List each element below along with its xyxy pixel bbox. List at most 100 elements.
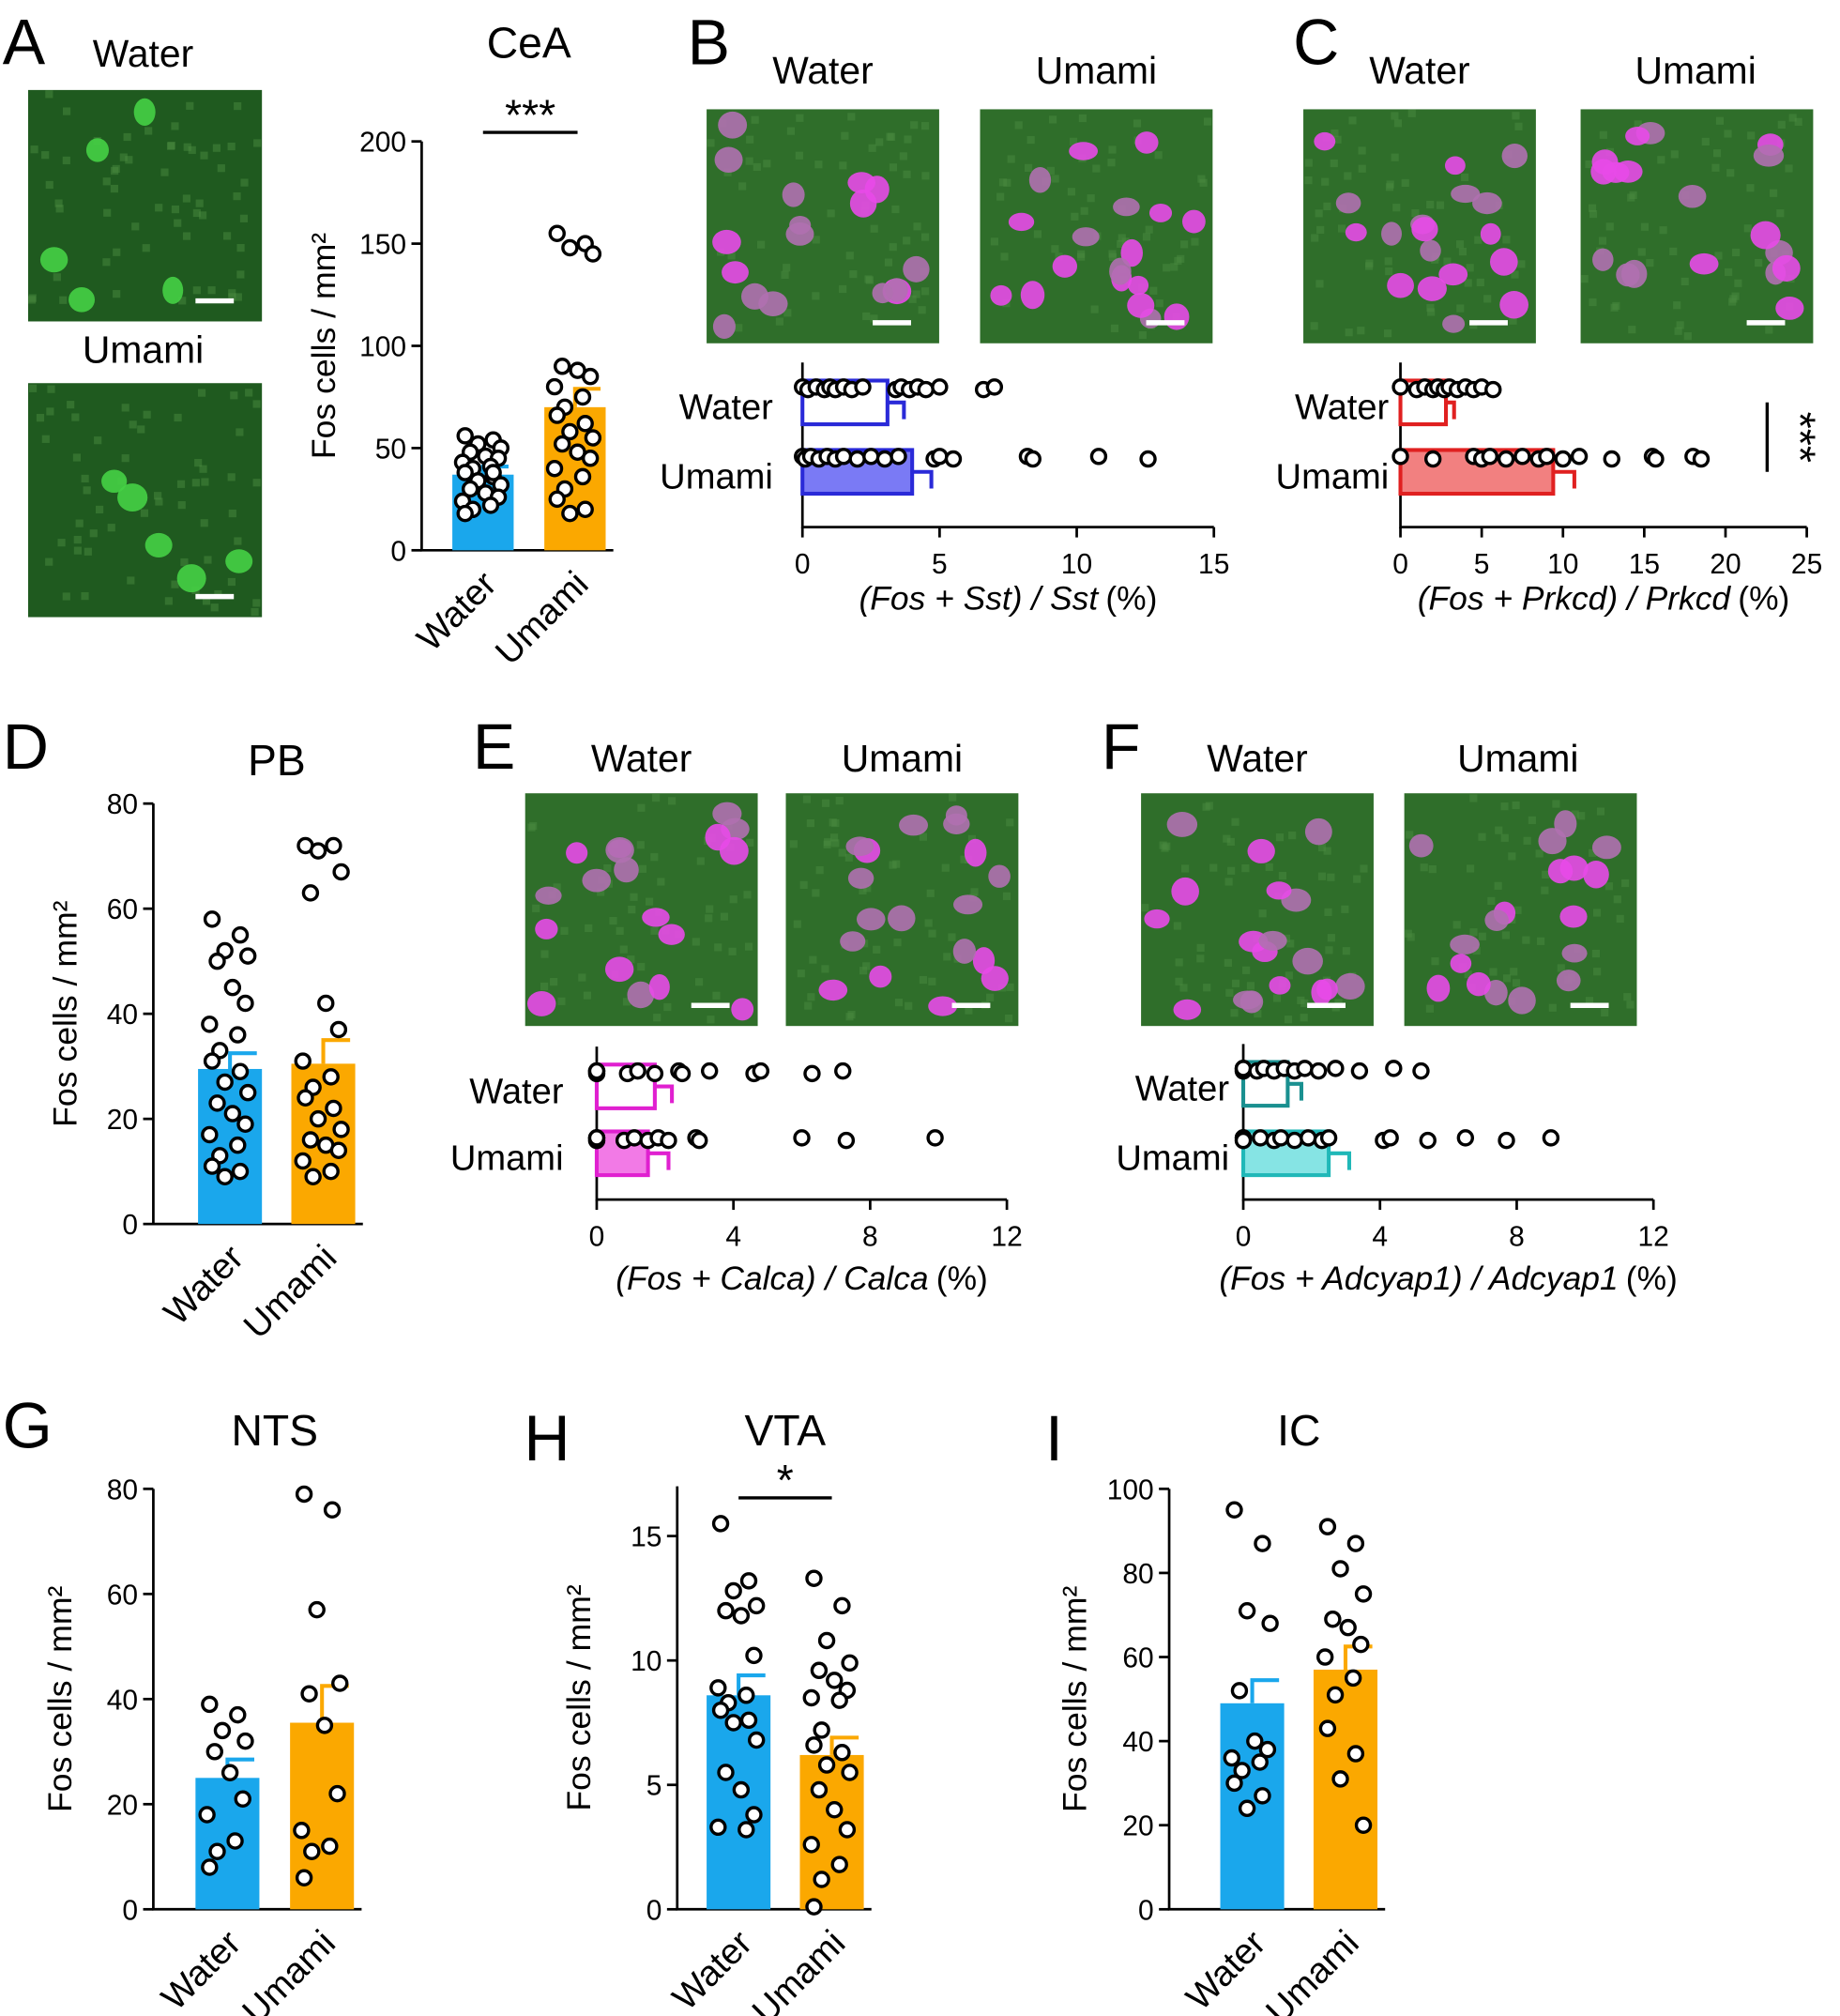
noise [81, 592, 89, 601]
data-point [309, 842, 327, 860]
cell [144, 532, 173, 557]
noise [1502, 974, 1512, 983]
noise [1743, 224, 1752, 233]
cell [1266, 881, 1292, 900]
data-point [1481, 448, 1499, 466]
noise [1090, 305, 1099, 313]
data-point [1309, 1061, 1328, 1080]
cell [1499, 290, 1528, 319]
noise [806, 818, 814, 828]
data-point [587, 1129, 606, 1147]
noise [918, 306, 926, 314]
cell [1069, 142, 1099, 160]
noise [1392, 204, 1401, 212]
data-point [1554, 450, 1572, 468]
data-point [732, 1780, 751, 1799]
data-point [1225, 1774, 1243, 1793]
data-point [926, 1129, 944, 1147]
noise [924, 919, 933, 927]
noise [844, 853, 853, 862]
noise [89, 529, 98, 538]
data-point [1251, 1753, 1269, 1771]
noise [1552, 800, 1560, 808]
data-point [709, 1818, 727, 1837]
cell [1028, 167, 1052, 193]
noise [1330, 159, 1338, 168]
image-label: Water [591, 737, 692, 780]
data-point [203, 1157, 221, 1175]
noise [252, 400, 261, 408]
noise [1360, 864, 1368, 873]
noise [252, 599, 261, 607]
noise [910, 121, 919, 130]
noise [919, 975, 928, 985]
x-tick-label: 15 [1198, 549, 1229, 580]
panel-letter: F [1102, 711, 1141, 783]
data-point [581, 450, 600, 467]
data-point [456, 464, 474, 481]
cell [1233, 990, 1262, 1010]
data-point [875, 450, 894, 468]
noise [1512, 979, 1521, 987]
data-point [1230, 1682, 1249, 1700]
noise [30, 145, 38, 154]
noise [903, 237, 911, 245]
noise [1436, 201, 1445, 209]
data-point [238, 947, 257, 965]
cell [785, 221, 814, 246]
noise [110, 184, 118, 193]
noise [775, 317, 783, 326]
noise [1577, 812, 1586, 820]
noise [1205, 802, 1213, 810]
cell [1484, 909, 1509, 931]
noise [1411, 208, 1420, 218]
noise [1596, 807, 1605, 816]
noise [1138, 330, 1147, 340]
data-point [1331, 1560, 1349, 1578]
cell [1052, 254, 1078, 278]
data-point [717, 1764, 735, 1781]
data-point [1498, 1131, 1515, 1150]
noise [200, 519, 208, 527]
noise [131, 222, 140, 231]
y-tick-label: 0 [122, 1895, 138, 1926]
noise [1142, 233, 1151, 241]
cell [527, 990, 556, 1016]
data-point [1233, 1762, 1251, 1779]
noise [1612, 301, 1620, 311]
cell [1613, 160, 1643, 183]
data-point [826, 1672, 844, 1689]
noise [1512, 801, 1520, 810]
noise [1384, 257, 1392, 266]
noise [627, 955, 635, 964]
y-tick-label: Umami [450, 1138, 564, 1179]
cell [1450, 954, 1472, 973]
data-point [931, 378, 949, 396]
y-tick-label: 150 [359, 229, 406, 260]
noise [712, 991, 721, 1000]
data-point [1319, 1129, 1338, 1147]
data-point [1324, 1610, 1342, 1628]
data-point [201, 1695, 219, 1714]
noise [1589, 848, 1597, 857]
panel-letter: I [1045, 1403, 1063, 1474]
data-point [573, 467, 592, 486]
data-point [208, 1842, 226, 1860]
noise [102, 258, 111, 267]
noise [616, 926, 624, 935]
data-point [1542, 1129, 1560, 1147]
noise [619, 945, 628, 954]
cell [1128, 275, 1149, 296]
noise [622, 998, 631, 1006]
noise [1746, 184, 1755, 192]
noise [1315, 280, 1324, 288]
noise [628, 906, 636, 914]
cell [1314, 131, 1336, 151]
error-bar [1250, 1678, 1280, 1703]
y-tick-label: Umami [1116, 1138, 1229, 1179]
x-tick-label: 15 [1629, 549, 1660, 580]
data-point [229, 1705, 247, 1724]
cell [1444, 156, 1466, 176]
noise [177, 501, 186, 510]
noise [28, 384, 38, 392]
